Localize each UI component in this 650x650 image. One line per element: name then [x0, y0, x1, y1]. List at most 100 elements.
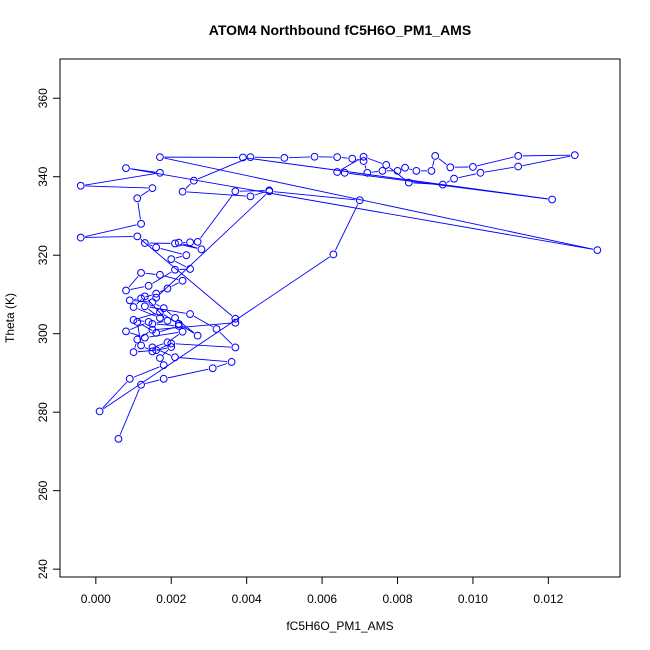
data-point: [137, 219, 145, 228]
data-point: [514, 152, 523, 160]
data-point: [167, 343, 176, 351]
data-point: [140, 333, 149, 342]
data-point: [171, 353, 179, 362]
series-segment: [137, 312, 156, 320]
series-segment: [175, 343, 231, 348]
data-point: [212, 325, 221, 333]
series-segment: [156, 322, 231, 330]
x-tick-label: 0.012: [533, 592, 563, 606]
data-point: [333, 168, 342, 176]
plot-area: [76, 151, 602, 443]
data-point: [122, 164, 130, 172]
data-point: [431, 152, 440, 160]
series-segment: [160, 326, 175, 333]
series-segment: [140, 190, 149, 197]
data-point: [310, 152, 319, 161]
x-tick-label: 0.006: [307, 592, 337, 606]
data-point: [446, 163, 455, 172]
series-segment: [156, 321, 164, 324]
data-point: [348, 154, 357, 163]
y-tick-label: 300: [36, 323, 50, 343]
series-segment: [438, 158, 447, 165]
data-point: [129, 303, 138, 311]
data-point: [129, 348, 138, 357]
data-point: [404, 178, 413, 187]
data-point: [144, 318, 153, 326]
data-point: [514, 162, 523, 171]
series-segment: [367, 157, 383, 164]
x-axis: 0.000 0.002 0.004 0.006 0.008 0.010 0.012: [81, 577, 564, 606]
data-point: [174, 238, 183, 247]
data-point: [401, 163, 409, 172]
data-point: [163, 316, 172, 325]
data-point: [227, 358, 236, 366]
series-segment: [137, 326, 141, 342]
data-point: [231, 187, 240, 196]
series-segment: [164, 157, 594, 250]
data-point: [122, 286, 130, 295]
series-segment: [160, 290, 164, 293]
data-point: [133, 232, 142, 241]
series-segment: [137, 308, 156, 317]
series-segment: [130, 168, 594, 250]
data-point: [238, 153, 247, 162]
data-point: [163, 338, 172, 347]
series-segment: [219, 331, 233, 345]
data-point: [548, 195, 557, 204]
data-point: [122, 327, 130, 336]
data-point: [148, 298, 157, 307]
x-tick-label: 0.000: [81, 592, 111, 606]
data-point: [182, 251, 191, 260]
data-point: [156, 354, 164, 362]
series-segment: [458, 173, 477, 179]
series-segment: [160, 248, 183, 255]
series-segment: [239, 190, 265, 192]
data-point: [412, 166, 421, 175]
data-point: [95, 407, 104, 416]
y-axis: 240 260 280 300 320 340 360: [36, 88, 60, 579]
series-segment: [446, 180, 451, 183]
data-point: [427, 166, 436, 175]
series-segment: [187, 191, 246, 197]
data-point: [189, 176, 198, 185]
data-point: [167, 339, 176, 348]
series-segment: [340, 158, 360, 171]
data-point: [171, 265, 179, 274]
series-segment: [484, 166, 514, 173]
series-segment: [130, 332, 141, 337]
series-segment: [102, 381, 128, 409]
series-segment: [156, 347, 167, 351]
series-segment: [156, 323, 175, 326]
y-tick-label: 340: [36, 166, 50, 186]
series-segment: [371, 170, 379, 173]
data-point: [193, 237, 202, 246]
series-segment: [432, 160, 435, 167]
data-point: [148, 319, 157, 328]
series-segment: [130, 168, 156, 173]
data-point: [178, 187, 187, 196]
series-segment: [409, 168, 413, 171]
y-tick-label: 240: [36, 559, 50, 579]
data-point: [129, 316, 138, 324]
plot-frame: [59, 58, 621, 578]
series-segment: [145, 379, 160, 385]
series-segment: [341, 157, 348, 159]
series-segment: [522, 155, 571, 167]
data-point: [186, 310, 195, 318]
data-point: [208, 364, 217, 373]
data-point: [246, 153, 255, 162]
data-point: [156, 168, 164, 177]
x-tick-label: 0.010: [458, 592, 488, 606]
series-segment: [140, 323, 153, 332]
series-segment: [216, 362, 228, 368]
data-point: [133, 335, 142, 344]
data-point: [140, 302, 149, 311]
data-point: [152, 293, 161, 302]
series-segment: [247, 157, 548, 200]
data-point: [171, 314, 179, 322]
series-segment: [140, 238, 233, 317]
series-segment: [156, 343, 164, 347]
data-point: [246, 192, 255, 201]
series-segment: [128, 276, 139, 288]
